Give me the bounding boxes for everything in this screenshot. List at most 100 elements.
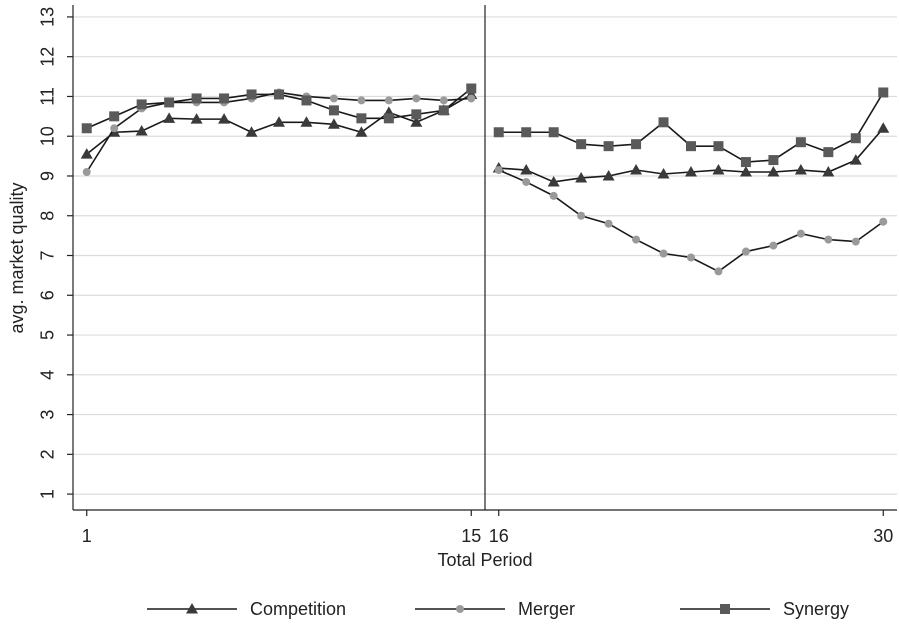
marker (720, 604, 730, 614)
marker (795, 137, 806, 148)
marker (81, 123, 92, 134)
marker (602, 169, 615, 181)
marker (767, 166, 780, 177)
marker (632, 235, 641, 244)
legend-label: Competition (250, 599, 346, 619)
x-axis-label: Total Period (437, 550, 532, 570)
marker (274, 89, 284, 100)
marker (714, 267, 723, 276)
marker (878, 87, 889, 98)
marker (712, 164, 725, 175)
y-tick-label: 7 (38, 251, 58, 261)
marker (329, 94, 338, 103)
marker (576, 139, 587, 150)
marker (823, 147, 834, 158)
marker (82, 168, 91, 177)
marker (301, 95, 312, 106)
marker (686, 141, 696, 152)
y-tick-label: 12 (38, 47, 58, 67)
marker (659, 249, 668, 258)
marker (851, 237, 860, 246)
marker (548, 127, 559, 138)
marker (300, 116, 313, 127)
y-axis-label: avg. market quality (7, 182, 27, 333)
marker (850, 133, 861, 144)
marker (520, 164, 533, 175)
marker (410, 116, 423, 127)
marker (794, 164, 807, 175)
marker (687, 253, 695, 262)
x-tick-label: 16 (489, 526, 509, 546)
marker (219, 93, 230, 104)
marker (186, 603, 198, 614)
marker (356, 113, 367, 124)
y-tick-label: 9 (38, 171, 58, 181)
marker (549, 191, 558, 200)
marker (824, 235, 833, 244)
y-tick-label: 4 (38, 370, 58, 380)
marker (190, 113, 203, 124)
y-tick-label: 8 (38, 211, 58, 221)
marker (136, 99, 147, 110)
marker (739, 166, 752, 177)
x-tick-label: 1 (82, 526, 92, 546)
marker (768, 155, 779, 166)
marker (384, 96, 393, 105)
y-tick-label: 3 (38, 410, 58, 420)
marker (522, 177, 531, 186)
y-tick-label: 13 (38, 7, 58, 27)
marker (879, 217, 888, 226)
legend-label: Merger (518, 599, 575, 619)
marker (218, 113, 231, 124)
marker (741, 247, 750, 256)
marker (357, 96, 366, 105)
marker (164, 97, 175, 108)
marker (493, 127, 504, 138)
y-tick-label: 1 (38, 489, 58, 499)
y-tick-label: 6 (38, 290, 58, 300)
x-tick-label: 30 (873, 526, 893, 546)
marker (685, 166, 697, 177)
marker (109, 111, 120, 122)
marker (273, 116, 285, 127)
marker (163, 112, 176, 123)
marker (439, 96, 448, 105)
marker (456, 605, 464, 613)
marker (438, 105, 449, 116)
marker (877, 122, 890, 133)
legend-label: Synergy (783, 599, 849, 619)
marker (80, 148, 93, 159)
marker (630, 164, 643, 175)
marker (327, 118, 340, 129)
y-tick-label: 5 (38, 330, 58, 340)
marker (191, 93, 202, 104)
y-tick-label: 11 (38, 87, 58, 106)
marker (135, 125, 148, 136)
marker (604, 219, 613, 228)
marker (411, 109, 422, 120)
marker (849, 154, 862, 165)
marker (328, 105, 339, 116)
y-tick-label: 2 (38, 449, 58, 459)
marker (796, 229, 805, 238)
marker (657, 167, 670, 179)
marker (494, 166, 503, 175)
marker (603, 141, 614, 152)
marker (547, 175, 560, 187)
marker (575, 171, 588, 183)
marker (577, 211, 586, 220)
marker (355, 126, 368, 137)
marker (245, 126, 258, 137)
y-tick-label: 10 (38, 126, 58, 146)
marker (521, 127, 532, 138)
marker (383, 113, 394, 124)
marker (246, 89, 257, 100)
marker (412, 94, 421, 103)
marker (822, 166, 835, 177)
x-tick-label: 15 (461, 526, 481, 546)
marker (740, 157, 751, 168)
marker (466, 83, 477, 94)
marker (467, 94, 476, 103)
marker (631, 139, 642, 150)
